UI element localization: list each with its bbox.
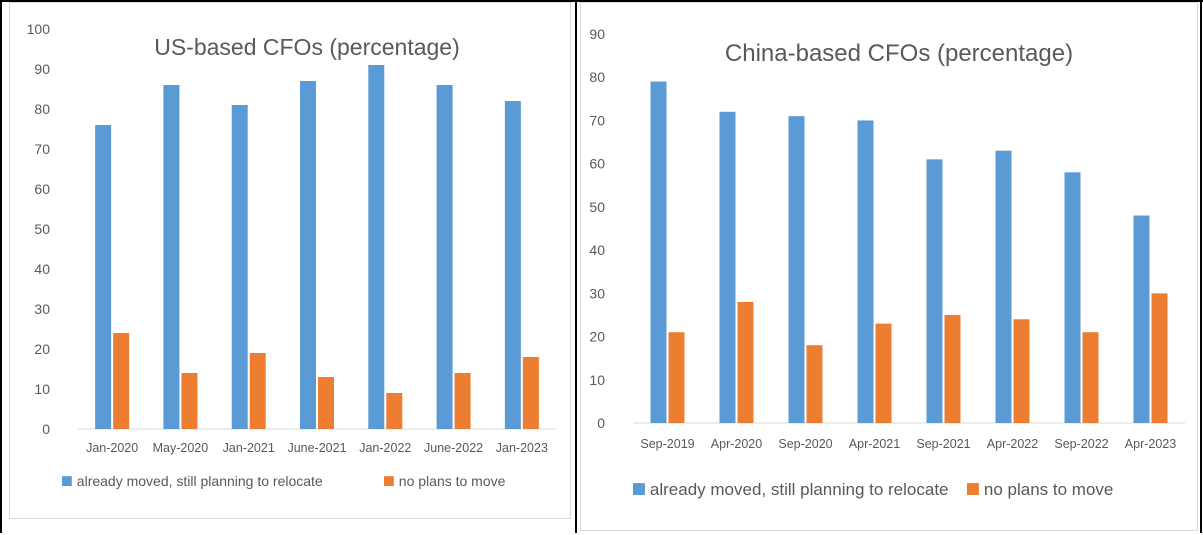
y-tick-label: 70 xyxy=(34,141,50,157)
border-left xyxy=(0,0,2,533)
bar-no-plans xyxy=(944,314,961,423)
y-tick-label: 90 xyxy=(34,61,50,77)
us-cfo-chart: US-based CFOs (percentage) 0 10 20 30 40 50 60 7… xyxy=(27,21,556,489)
bar-already-moved xyxy=(163,85,180,429)
legend-swatch xyxy=(62,476,72,486)
x-tick-label: Sep-2019 xyxy=(640,437,694,451)
x-tick-label: Jan-2022 xyxy=(359,441,411,455)
y-tick-label: 40 xyxy=(34,261,50,277)
legend-label: no plans to move xyxy=(984,480,1113,499)
legend-label: no plans to move xyxy=(399,473,506,489)
x-tick-label: May-2020 xyxy=(153,441,209,455)
y-tick-label: 50 xyxy=(589,199,605,215)
x-tick-label: Jan-2021 xyxy=(223,441,275,455)
y-tick-label: 50 xyxy=(34,221,50,237)
x-tick-label: Apr-2020 xyxy=(711,437,762,451)
x-tick-label: Sep-2021 xyxy=(916,437,970,451)
bar-no-plans xyxy=(1151,293,1168,423)
border-middle xyxy=(575,0,577,533)
legend-swatch xyxy=(967,483,979,495)
legend-swatch xyxy=(384,476,394,486)
us-chart-panel: US-based CFOs (percentage) 0 10 20 30 40 50 60 7… xyxy=(9,2,571,519)
bar-no-plans xyxy=(113,333,130,429)
y-tick-label: 100 xyxy=(27,21,51,37)
bar-already-moved xyxy=(436,85,453,429)
x-tick-label: June-2022 xyxy=(424,441,483,455)
legend-label: already moved, still planning to relocat… xyxy=(77,473,323,489)
legend-swatch xyxy=(633,483,645,495)
y-tick-label: 0 xyxy=(42,421,50,437)
x-tick-label: Jan-2020 xyxy=(86,441,138,455)
x-tick-label: Apr-2022 xyxy=(987,437,1038,451)
bar-no-plans xyxy=(181,373,198,429)
bar-no-plans xyxy=(386,393,403,429)
bar-already-moved xyxy=(995,150,1012,423)
bar-already-moved xyxy=(504,101,521,429)
bar-no-plans xyxy=(737,301,754,423)
x-tick-label: Jan-2023 xyxy=(496,441,548,455)
x-tick-label: Sep-2022 xyxy=(1054,437,1108,451)
bar-no-plans xyxy=(668,332,685,423)
bar-already-moved xyxy=(368,65,385,429)
bar-already-moved xyxy=(231,105,248,429)
chart-title: US-based CFOs (percentage) xyxy=(154,34,460,60)
x-tick-label: Sep-2020 xyxy=(778,437,832,451)
bar-no-plans xyxy=(318,377,334,429)
bar-already-moved xyxy=(1133,215,1150,423)
bar-already-moved xyxy=(857,120,874,423)
y-tick-label: 20 xyxy=(34,341,50,357)
bar-already-moved xyxy=(300,81,316,429)
chart-title: China-based CFOs (percentage) xyxy=(725,40,1073,67)
y-tick-label: 30 xyxy=(589,285,605,301)
bar-no-plans xyxy=(522,357,539,429)
y-tick-label: 30 xyxy=(34,301,50,317)
bar-already-moved xyxy=(926,159,943,423)
bar-already-moved xyxy=(719,111,736,424)
y-tick-label: 40 xyxy=(589,242,605,258)
bar-no-plans xyxy=(249,353,266,429)
bar-already-moved xyxy=(1064,172,1081,423)
y-tick-label: 80 xyxy=(34,101,50,117)
bar-no-plans xyxy=(875,323,892,423)
bar-no-plans xyxy=(1013,319,1030,423)
border-right xyxy=(1200,0,1202,533)
china-chart-panel: China-based CFOs (percentage) 0 10 20 30 40 50… xyxy=(580,2,1198,531)
y-tick-label: 10 xyxy=(589,372,605,388)
border-top xyxy=(0,0,1203,2)
x-tick-label: Apr-2023 xyxy=(1125,437,1176,451)
bar-no-plans xyxy=(454,373,471,429)
bar-no-plans xyxy=(1082,332,1099,423)
china-cfo-chart: China-based CFOs (percentage) 0 10 20 30 40 50… xyxy=(589,26,1185,499)
y-tick-label: 20 xyxy=(589,329,605,345)
y-tick-label: 10 xyxy=(34,381,50,397)
legend-label: already moved, still planning to relocat… xyxy=(650,480,949,499)
y-tick-label: 60 xyxy=(589,156,605,172)
y-tick-label: 60 xyxy=(34,181,50,197)
bar-no-plans xyxy=(806,345,823,423)
bar-already-moved xyxy=(650,81,667,424)
y-tick-label: 70 xyxy=(589,112,605,128)
y-tick-label: 0 xyxy=(597,415,605,431)
x-tick-label: Apr-2021 xyxy=(849,437,900,451)
bar-already-moved xyxy=(788,116,805,423)
bar-already-moved xyxy=(95,125,112,429)
y-tick-label: 80 xyxy=(589,69,605,85)
y-tick-label: 90 xyxy=(589,26,605,42)
x-tick-label: June-2021 xyxy=(287,441,346,455)
